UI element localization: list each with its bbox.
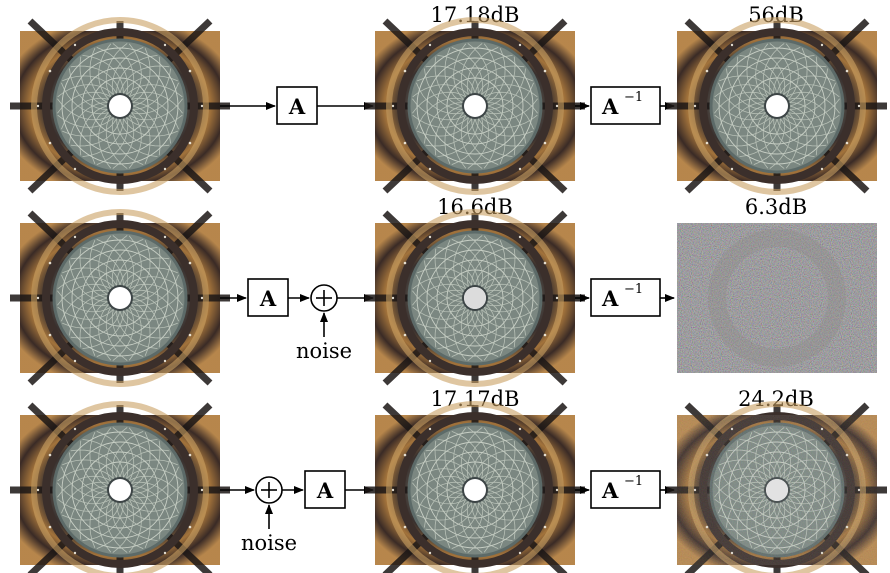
- row-1-input-image: [10, 20, 230, 192]
- row-2-noise-label: noise: [296, 339, 352, 363]
- row-1-inverse-base: A: [601, 94, 619, 119]
- row-2-out-psnr: 6.3dB: [745, 195, 807, 219]
- row-2-inverse-exp: −1: [624, 282, 643, 297]
- row-3-noise-adder: [255, 476, 283, 504]
- row-1-inverse-exp: −1: [624, 90, 643, 105]
- row-1-output-image: [667, 20, 887, 192]
- row-2-op-a-label: A: [259, 286, 277, 311]
- row-3-output-image: [667, 404, 887, 573]
- row-2-inverse-base: A: [601, 286, 619, 311]
- row-3-input-image: [10, 404, 230, 573]
- row-3-op-a-label: A: [316, 478, 334, 503]
- row-1-measurement-image: [365, 20, 585, 192]
- row-2: A noise 16.6dB A −1 6.3dB: [10, 195, 877, 384]
- row-3-inverse-exp: −1: [624, 474, 643, 489]
- row-2-inverse-box: [590, 278, 661, 317]
- row-1-op-a-label: A: [288, 94, 306, 119]
- row-3-inverse-box: [590, 470, 661, 509]
- row-3: noise A 17.17dB A −1 24.2dB: [10, 387, 887, 573]
- row-2-noise-adder: [310, 284, 338, 312]
- row-3-noise-label: noise: [241, 531, 297, 555]
- row-3-measurement-image: [365, 404, 585, 573]
- row-3-inverse-base: A: [601, 478, 619, 503]
- row-1: A 17.18dB A −1 56dB: [10, 3, 887, 192]
- row-2-measurement-image: [365, 212, 585, 384]
- row-2-output-image-noisy: [677, 223, 877, 373]
- row-2-input-image: [10, 212, 230, 384]
